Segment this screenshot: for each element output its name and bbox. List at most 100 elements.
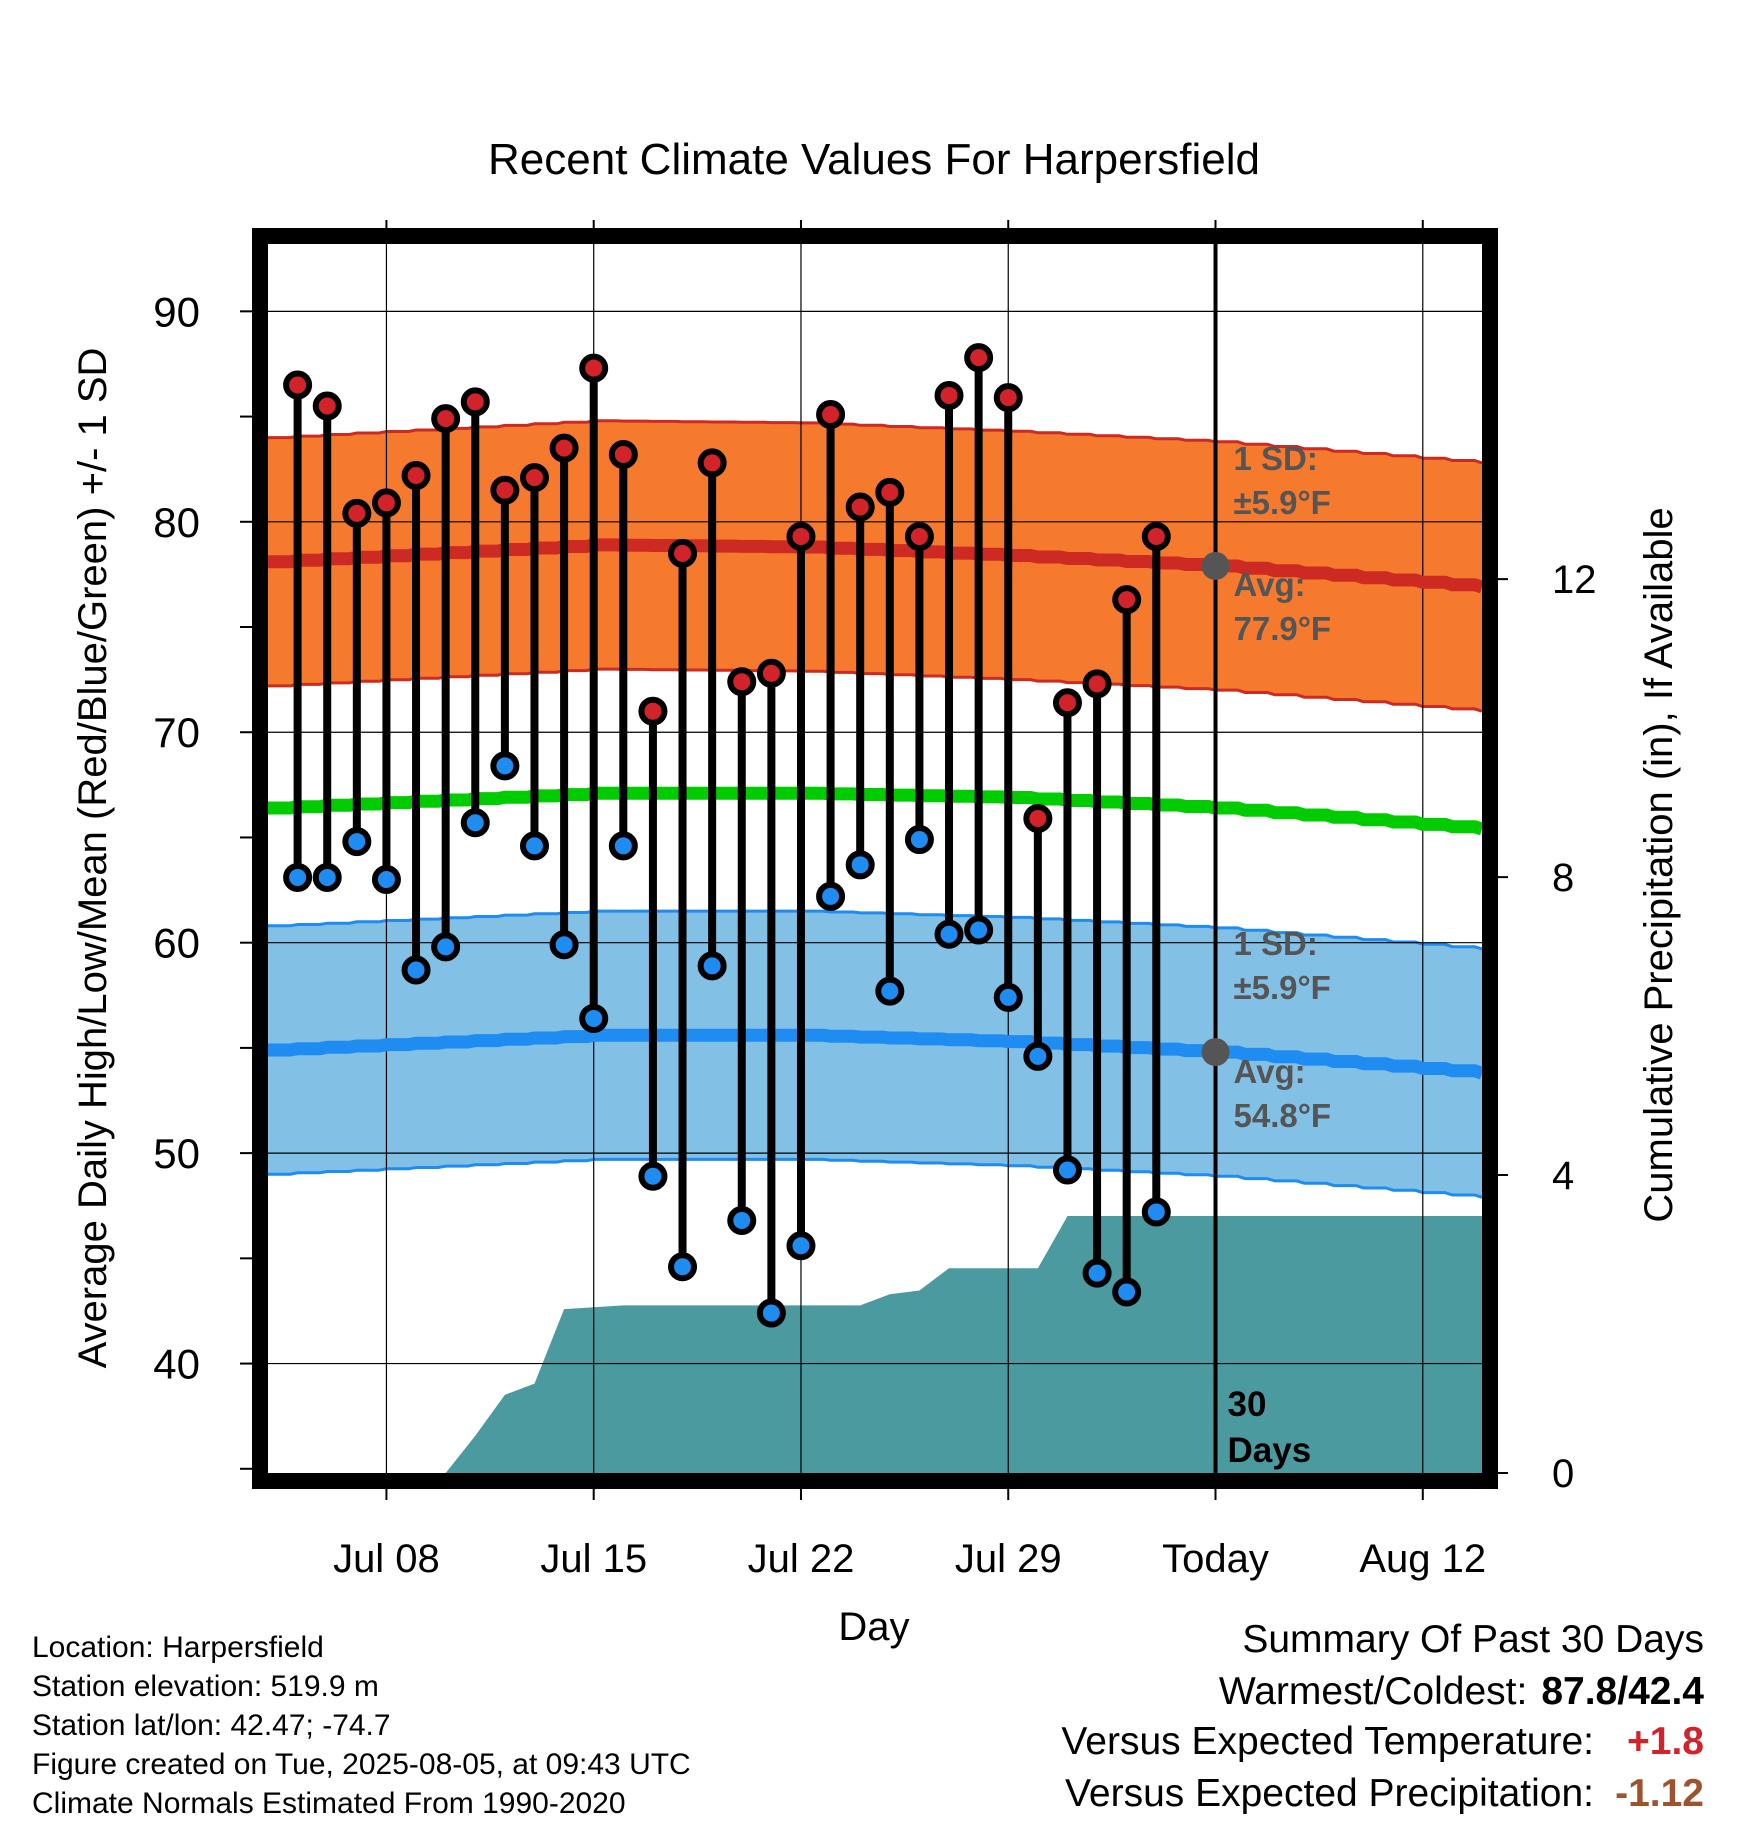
daily-low-point — [283, 862, 313, 892]
y2-tick-label: 0 — [1552, 1452, 1574, 1496]
daily-high-point — [608, 439, 638, 469]
daily-low-point — [460, 808, 490, 838]
daily-low-point — [1141, 1197, 1171, 1227]
normals-text: Climate Normals Estimated From 1990-2020 — [32, 1787, 626, 1820]
elevation-text: Station elevation: 519.9 m — [32, 1670, 379, 1703]
high-sd-band-lower-edge — [268, 667, 1482, 713]
low-avg-value: 54.8°F — [1234, 1097, 1332, 1134]
mean-avg-line — [268, 786, 1482, 836]
plot-area — [268, 0, 1482, 1473]
daily-low-point — [727, 1205, 757, 1235]
daily-low-point — [342, 827, 372, 857]
summary-title: Summary Of Past 30 Days — [1242, 1618, 1704, 1661]
daily-high-point — [312, 391, 342, 421]
x-tick-label: Today — [1162, 1537, 1269, 1581]
daily-high-point — [875, 477, 905, 507]
daily-high-point — [549, 433, 579, 463]
precip-value: -1.12 — [1615, 1772, 1704, 1815]
precip-area — [268, 1216, 1482, 1473]
daily-high-point — [697, 448, 727, 478]
precip-label: Versus Expected Precipitation: — [1065, 1772, 1594, 1815]
daily-low-point — [608, 831, 638, 861]
y2-axis-title: Cumulative Precipitation (in), If Availa… — [1637, 507, 1681, 1222]
daily-low-point — [816, 881, 846, 911]
daily-high-point — [904, 522, 934, 552]
daily-low-point — [875, 976, 905, 1006]
daily-high-point — [519, 463, 549, 493]
high-sd-value: ±5.9°F — [1234, 484, 1331, 521]
today-high-avg-marker — [1201, 551, 1230, 580]
daily-high-point — [638, 696, 668, 726]
x-tick-label: Jul 08 — [333, 1537, 440, 1581]
daily-high-point — [993, 383, 1023, 413]
daily-high-point — [579, 353, 609, 383]
daily-high-point — [1082, 669, 1112, 699]
station-info: Location: Harpersfield Station elevation… — [32, 1628, 691, 1823]
daily-low-point — [579, 1003, 609, 1033]
daily-low-point — [1082, 1258, 1112, 1288]
location-text: Location: Harpersfield — [32, 1631, 324, 1664]
x-tick-label: Jul 15 — [540, 1537, 647, 1581]
daily-high-point — [668, 538, 698, 568]
daily-low-point — [1174, 0, 1197, 12]
daily-low-point — [697, 951, 727, 981]
daily-high-point — [816, 399, 846, 429]
daily-low-point — [845, 850, 875, 880]
summary-temp: Versus Expected Temperature: +1.8 — [1061, 1720, 1704, 1764]
y-tick-label: 90 — [153, 288, 200, 335]
daily-low-point — [431, 932, 461, 962]
y-tick-label: 50 — [153, 1130, 200, 1177]
daily-low-point — [371, 865, 401, 895]
low-sd-band — [268, 911, 1482, 1198]
high-avg-label: Avg: — [1234, 566, 1306, 603]
daily-high-point — [1052, 688, 1082, 718]
daily-high-point — [490, 475, 520, 505]
daily-high-point — [1112, 585, 1142, 615]
high-sd-band — [268, 420, 1482, 712]
chart-title: Recent Climate Values For Harpersfield — [488, 135, 1260, 184]
daily-low-point — [519, 831, 549, 861]
daily-low-point — [1052, 1155, 1082, 1185]
daily-low-point — [934, 919, 964, 949]
y2-tick-label: 8 — [1552, 856, 1574, 900]
daily-low-point — [904, 825, 934, 855]
summary-precip: Versus Expected Precipitation: -1.12 — [1065, 1772, 1704, 1816]
window-label-unit: Days — [1228, 1431, 1312, 1470]
temp-label: Versus Expected Temperature: — [1061, 1720, 1594, 1763]
daily-high-point — [934, 381, 964, 411]
y-tick-label: 60 — [153, 920, 200, 967]
low-sd-value: ±5.9°F — [1234, 969, 1331, 1006]
daily-low-point — [549, 930, 579, 960]
daily-high-point — [756, 658, 786, 688]
low-sd-label: 1 SD: — [1234, 925, 1318, 962]
warm-cold-value: 87.8/42.4 — [1541, 1670, 1704, 1713]
warm-cold-label: Warmest/Coldest: — [1218, 1670, 1528, 1713]
daily-low-point — [964, 915, 994, 945]
high-sd-band-upper-edge — [268, 419, 1482, 465]
daily-high-point — [460, 387, 490, 417]
daily-high-point — [1174, 0, 1197, 12]
daily-low-point — [312, 862, 342, 892]
daily-high-point — [283, 370, 313, 400]
x-tick-label: Jul 29 — [955, 1537, 1062, 1581]
created-text: Figure created on Tue, 2025-08-05, at 09… — [32, 1748, 691, 1781]
daily-low-point — [1112, 1277, 1142, 1307]
today-low-avg-marker — [1201, 1038, 1230, 1067]
high-avg-line — [268, 538, 1482, 594]
daily-high-point — [1141, 522, 1171, 552]
daily-low-point — [490, 751, 520, 781]
daily-high-point — [727, 667, 757, 697]
daily-low-point — [668, 1252, 698, 1282]
daily-high-point — [964, 343, 994, 373]
daily-low-point — [786, 1231, 816, 1261]
latlon-text: Station lat/lon: 42.47; -74.7 — [32, 1709, 391, 1742]
daily-low-point — [756, 1298, 786, 1328]
summary-warm-cold: Warmest/Coldest: 87.8/42.4 — [1219, 1670, 1704, 1714]
y-tick-label: 70 — [153, 709, 200, 756]
low-avg-label: Avg: — [1234, 1053, 1306, 1090]
x-tick-label: Aug 12 — [1359, 1537, 1486, 1581]
y2-tick-label: 12 — [1552, 558, 1597, 602]
x-axis-title: Day — [838, 1605, 909, 1649]
